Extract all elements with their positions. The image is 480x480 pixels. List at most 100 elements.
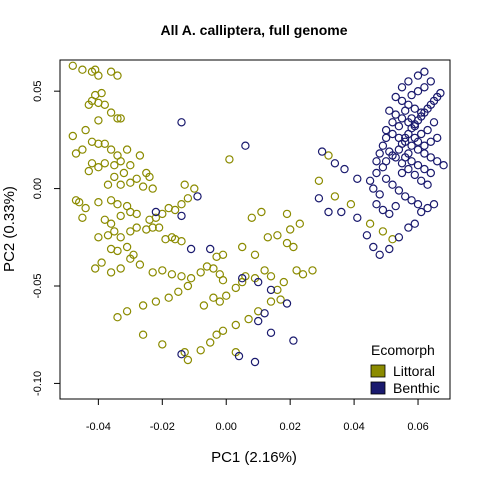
point-littoral bbox=[183, 355, 193, 365]
point-benthic bbox=[388, 129, 397, 139]
point-littoral bbox=[151, 297, 161, 306]
point-littoral bbox=[100, 159, 110, 168]
point-littoral bbox=[231, 283, 240, 293]
point-littoral bbox=[324, 151, 333, 160]
point-littoral bbox=[365, 219, 375, 228]
point-benthic bbox=[186, 244, 196, 254]
point-littoral bbox=[183, 281, 193, 291]
point-benthic bbox=[237, 274, 247, 283]
point-benthic bbox=[378, 205, 388, 215]
point-littoral bbox=[212, 330, 221, 339]
y-tick-label: -0.05 bbox=[32, 273, 44, 298]
point-littoral bbox=[122, 242, 132, 252]
point-benthic bbox=[394, 121, 404, 131]
point-benthic bbox=[254, 277, 263, 287]
point-littoral bbox=[135, 260, 145, 269]
point-benthic bbox=[317, 147, 327, 156]
point-littoral bbox=[113, 313, 122, 322]
point-littoral bbox=[122, 307, 132, 316]
point-benthic bbox=[420, 164, 429, 174]
point-benthic bbox=[426, 168, 435, 178]
point-benthic bbox=[353, 213, 362, 222]
point-benthic bbox=[388, 180, 397, 189]
point-littoral bbox=[126, 178, 135, 187]
point-benthic bbox=[266, 328, 276, 337]
point-littoral bbox=[295, 219, 304, 228]
legend-swatch-benthic bbox=[370, 381, 386, 395]
point-benthic bbox=[394, 133, 404, 143]
point-benthic bbox=[423, 125, 432, 135]
point-littoral bbox=[138, 330, 148, 339]
point-littoral bbox=[110, 172, 119, 182]
point-littoral bbox=[103, 231, 113, 240]
point-benthic bbox=[369, 242, 378, 252]
point-benthic bbox=[413, 86, 423, 96]
point-littoral bbox=[106, 145, 116, 154]
point-littoral bbox=[100, 100, 110, 110]
point-littoral bbox=[196, 346, 205, 355]
point-benthic bbox=[426, 137, 435, 146]
point-benthic bbox=[404, 164, 413, 174]
point-benthic bbox=[372, 157, 381, 166]
point-littoral bbox=[135, 151, 145, 160]
point-benthic bbox=[417, 207, 426, 217]
point-benthic bbox=[260, 309, 269, 318]
point-benthic bbox=[353, 174, 362, 183]
point-littoral bbox=[90, 264, 100, 273]
point-benthic bbox=[413, 199, 423, 209]
point-littoral bbox=[94, 197, 103, 207]
point-benthic bbox=[397, 168, 407, 178]
point-littoral bbox=[298, 270, 308, 279]
point-benthic bbox=[426, 153, 435, 162]
point-littoral bbox=[164, 293, 173, 302]
point-benthic bbox=[381, 174, 391, 183]
point-littoral bbox=[116, 114, 125, 123]
legend-swatch-littoral bbox=[370, 364, 386, 378]
point-benthic bbox=[429, 199, 439, 209]
point-littoral bbox=[282, 209, 292, 219]
point-littoral bbox=[116, 264, 125, 273]
point-littoral bbox=[148, 268, 157, 277]
point-benthic bbox=[417, 129, 426, 139]
point-littoral bbox=[218, 276, 228, 285]
point-benthic bbox=[420, 149, 429, 158]
point-littoral bbox=[209, 293, 218, 302]
point-benthic bbox=[177, 350, 186, 359]
point-benthic bbox=[420, 67, 429, 76]
point-benthic bbox=[394, 233, 404, 242]
point-littoral bbox=[158, 340, 167, 349]
point-benthic bbox=[391, 201, 400, 211]
point-benthic bbox=[340, 164, 349, 174]
point-littoral bbox=[273, 231, 282, 240]
point-benthic bbox=[362, 231, 372, 240]
point-littoral bbox=[282, 238, 292, 248]
legend-title: Ecomorph bbox=[371, 342, 435, 358]
point-littoral bbox=[138, 301, 148, 310]
point-benthic bbox=[369, 184, 378, 193]
point-benthic bbox=[289, 336, 298, 345]
point-littoral bbox=[174, 287, 183, 296]
legend-label-benthic: Benthic bbox=[393, 380, 440, 396]
point-littoral bbox=[151, 213, 161, 222]
point-littoral bbox=[94, 162, 103, 172]
point-littoral bbox=[190, 184, 199, 193]
point-benthic bbox=[397, 96, 407, 106]
point-littoral bbox=[289, 242, 298, 252]
point-benthic bbox=[417, 108, 426, 117]
point-benthic bbox=[423, 180, 432, 189]
point-littoral bbox=[106, 108, 116, 117]
point-benthic bbox=[378, 141, 388, 150]
point-littoral bbox=[250, 250, 260, 259]
point-littoral bbox=[94, 116, 103, 125]
point-littoral bbox=[126, 227, 135, 236]
point-littoral bbox=[132, 209, 141, 219]
point-littoral bbox=[209, 264, 218, 273]
point-benthic bbox=[420, 141, 429, 150]
point-littoral bbox=[218, 326, 228, 335]
point-littoral bbox=[110, 227, 119, 236]
point-littoral bbox=[84, 100, 94, 110]
point-benthic bbox=[410, 121, 419, 131]
y-axis-label: PC2 (0.33%) bbox=[1, 186, 18, 272]
point-benthic bbox=[372, 199, 381, 209]
